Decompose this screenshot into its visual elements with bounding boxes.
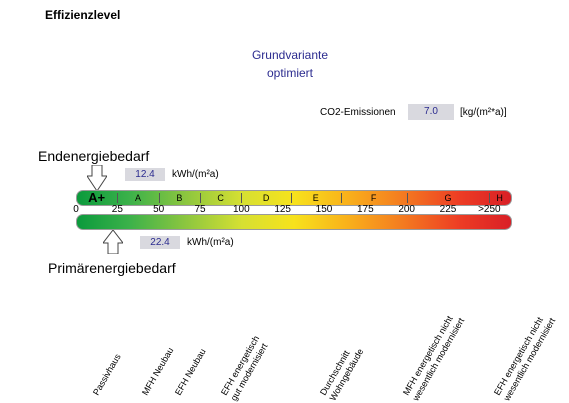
primary-energy-label: Primärenergiebedarf: [48, 260, 176, 276]
efficiency-class-b: B: [176, 193, 183, 203]
efficiency-class-f: F: [370, 193, 377, 203]
scale-tick-label: >250: [478, 204, 501, 215]
reference-category-label: MFH Neubau: [140, 345, 176, 397]
variant-line-1: Grundvariante: [251, 48, 329, 62]
scale-tick-label: 0: [73, 204, 79, 215]
primary-energy-unit: kWh/(m²a): [187, 237, 234, 248]
scale-tick-label: 225: [439, 204, 457, 215]
efficiency-class-e: E: [312, 193, 319, 203]
scale-tick-labels: 0 25 50 75 100 125 150 175 200 225 >250: [73, 204, 510, 216]
scale-tick-label: 175: [356, 204, 374, 215]
efficiency-class-aplus: A+: [88, 190, 106, 205]
scale-tick-label: 25: [111, 204, 123, 215]
class-separator: [489, 193, 491, 203]
end-energy-unit: kWh/(m²a): [172, 169, 219, 180]
class-separator: [158, 193, 160, 203]
end-energy-label: Endenergiebedarf: [38, 148, 150, 164]
scale-tick-label: 100: [232, 204, 250, 215]
end-energy-value: 12.4: [125, 168, 165, 181]
scale-tick-label: 50: [153, 204, 165, 215]
energy-scale-bar-top: [76, 190, 512, 206]
energy-scale-bar-bottom: [76, 214, 512, 230]
class-separator: [340, 193, 342, 203]
co2-label: CO2-Emissionen: [320, 107, 396, 118]
primary-energy-value: 22.4: [140, 236, 180, 249]
co2-value: 7.0: [408, 104, 454, 120]
class-separator: [117, 193, 119, 203]
primary-energy-marker-arrow: [103, 230, 124, 254]
scale-tick-label: 200: [398, 204, 415, 215]
reference-category-label: EFH energetisch nicht wesentlich moderni…: [491, 315, 557, 403]
efficiency-class-c: C: [217, 193, 224, 203]
efficiency-class-h: H: [496, 193, 503, 203]
reference-category-label: EFH energetisch gut modernisiert: [218, 333, 270, 403]
efficiency-class-a: A: [134, 193, 142, 203]
reference-category-label: EFH Neubau: [173, 346, 209, 397]
variant-line-2: optimiert: [266, 66, 313, 80]
scale-tick-label: 150: [315, 204, 333, 215]
scale-tick-label: 75: [194, 204, 206, 215]
class-separator: [406, 193, 408, 203]
efficiency-class-g: G: [444, 193, 452, 203]
class-separator: [290, 193, 292, 203]
end-energy-marker-arrow: [86, 165, 107, 191]
reference-category-label: Passivhaus: [90, 352, 123, 397]
page-title: Effizienzlevel: [45, 8, 121, 22]
class-separator: [241, 193, 243, 203]
co2-unit: [kg/(m²*a)]: [460, 107, 507, 118]
efficiency-class-d: D: [262, 193, 270, 203]
reference-category-label: Durchschnitt Wohngebäude: [318, 346, 366, 403]
efficiency-class-labels: A+ A B C D E F G H: [76, 191, 510, 205]
class-separator: [200, 193, 201, 203]
reference-category-label: MFH energetisch nicht wesentlich moderni…: [400, 314, 466, 403]
scale-tick-label: 125: [274, 204, 291, 215]
